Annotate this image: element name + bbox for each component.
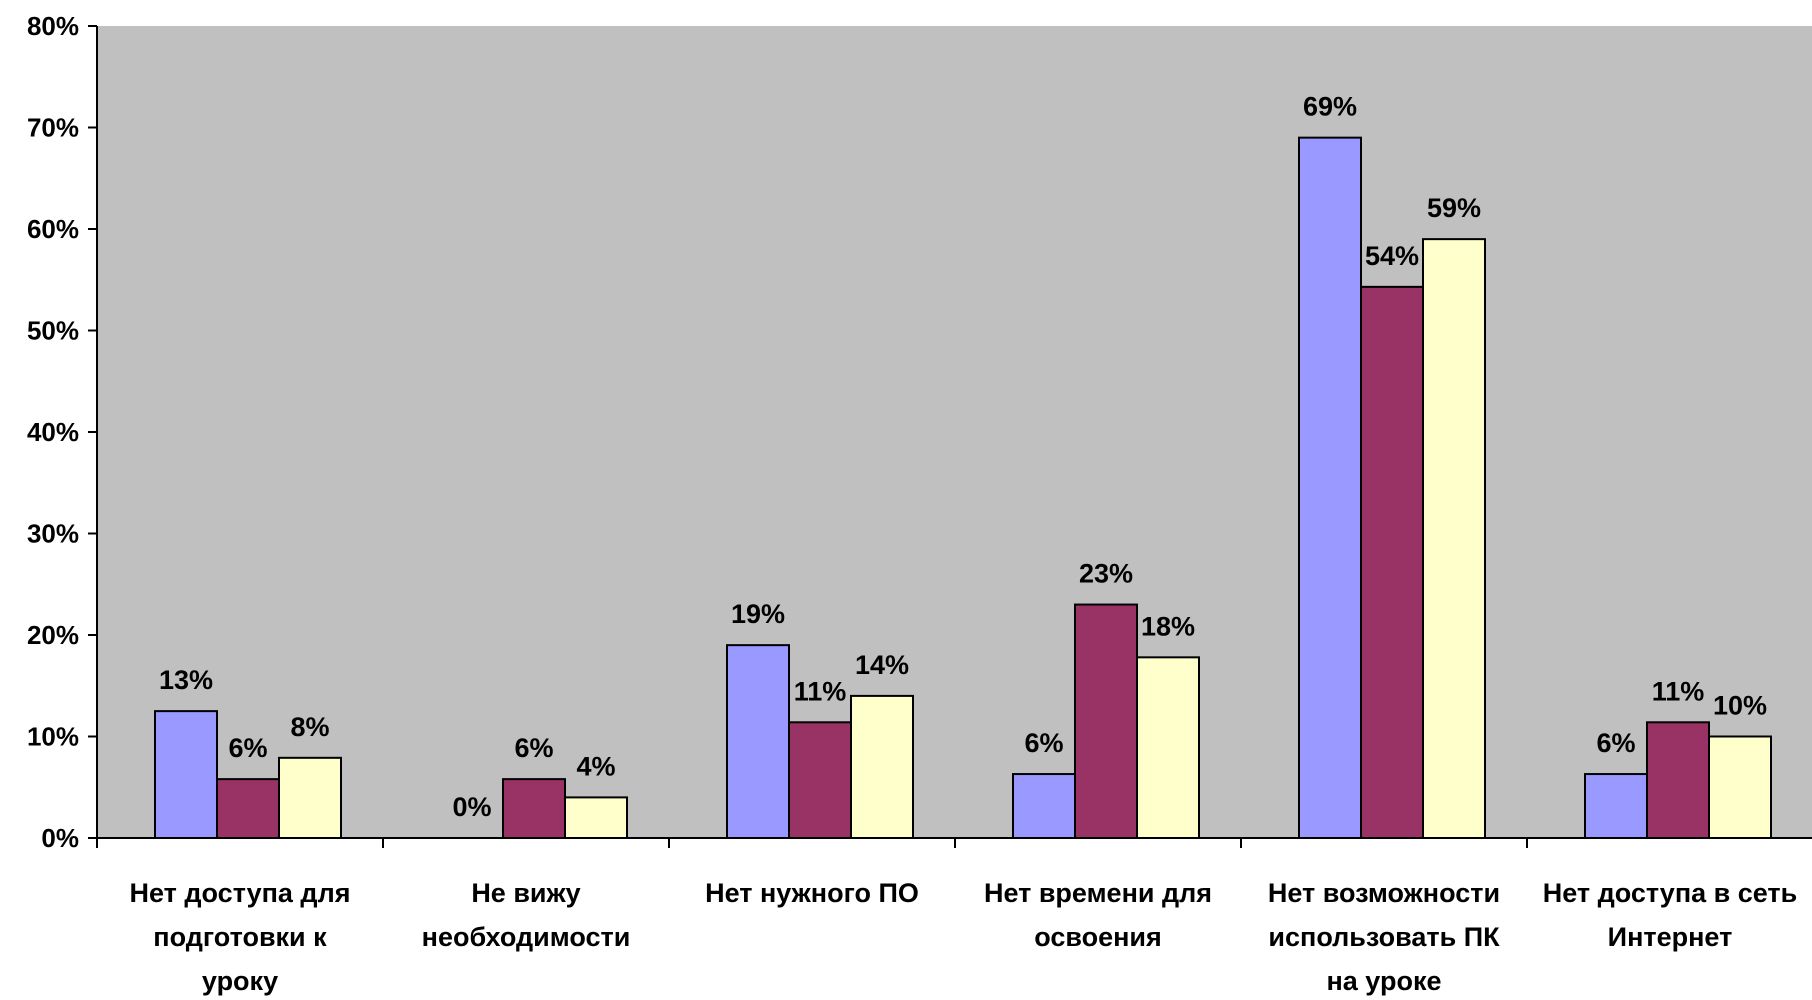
- category-label: Нет доступа в сеть Интернет: [1543, 878, 1798, 952]
- data-label: 23%: [1079, 559, 1133, 589]
- y-tick-label: 50%: [27, 316, 79, 346]
- y-tick-label: 80%: [27, 11, 79, 41]
- bar: [278, 756, 342, 839]
- data-label: 6%: [1596, 728, 1635, 758]
- plot-area: [97, 26, 1812, 838]
- bar: [1136, 656, 1200, 840]
- data-label: 11%: [1652, 676, 1705, 706]
- bar: [850, 694, 914, 840]
- category-label: Нет нужного ПО: [705, 878, 919, 908]
- bar: [216, 778, 280, 840]
- bar: [788, 721, 852, 839]
- category-label: Не вижу необходимости: [422, 878, 631, 952]
- category-label: Нет возможности использовать ПК на уроке: [1268, 878, 1500, 996]
- bar: [154, 710, 218, 839]
- bar: [1422, 238, 1486, 839]
- data-label: 13%: [159, 665, 213, 695]
- bar: [1074, 603, 1138, 839]
- data-labels: 13% 6% 8% 0% 6% 4% 19% 11% 14% 6% 23% 18% 69% 54% 59% 6…: [159, 92, 1767, 822]
- data-label: 59%: [1427, 193, 1481, 223]
- bars: [154, 136, 1772, 840]
- bar: [502, 778, 566, 840]
- data-label: 6%: [1024, 728, 1063, 758]
- y-tick-label: 30%: [27, 519, 79, 549]
- y-tick-label: 70%: [27, 113, 79, 143]
- y-tick-label: 20%: [27, 620, 79, 650]
- data-label: 11%: [794, 676, 847, 706]
- data-label: 69%: [1303, 92, 1357, 122]
- y-tick-label: 10%: [27, 722, 79, 752]
- data-label: 6%: [514, 733, 553, 763]
- bar: [564, 796, 628, 840]
- bar: [1360, 285, 1424, 840]
- category-label: Нет времени для освоения: [984, 878, 1212, 952]
- y-tick-label: 60%: [27, 214, 79, 244]
- data-label: 19%: [731, 599, 785, 629]
- y-tick-label: 0%: [41, 823, 79, 853]
- bar: [1708, 735, 1772, 839]
- x-axis: [96, 837, 1812, 848]
- data-label: 4%: [576, 751, 615, 781]
- category-labels: Нет доступа для подготовки к уроку Не вижу н…: [130, 878, 1798, 996]
- data-label: 8%: [290, 712, 329, 742]
- y-axis: 0% 10% 20% 30% 40% 50% 60% 70% 80%: [27, 11, 98, 853]
- data-label: 10%: [1713, 691, 1767, 721]
- category-label: Нет доступа для подготовки к уроку: [130, 878, 351, 996]
- data-label: 6%: [228, 733, 267, 763]
- bar: [726, 644, 790, 840]
- y-tick-label: 40%: [27, 417, 79, 447]
- data-label: 54%: [1365, 241, 1419, 271]
- bar: [1298, 136, 1362, 839]
- bar: [1646, 721, 1710, 839]
- data-label: 14%: [855, 650, 909, 680]
- bar: [1584, 773, 1648, 839]
- data-label: 0%: [452, 792, 491, 822]
- data-label: 18%: [1141, 611, 1195, 641]
- bar: [1012, 773, 1076, 839]
